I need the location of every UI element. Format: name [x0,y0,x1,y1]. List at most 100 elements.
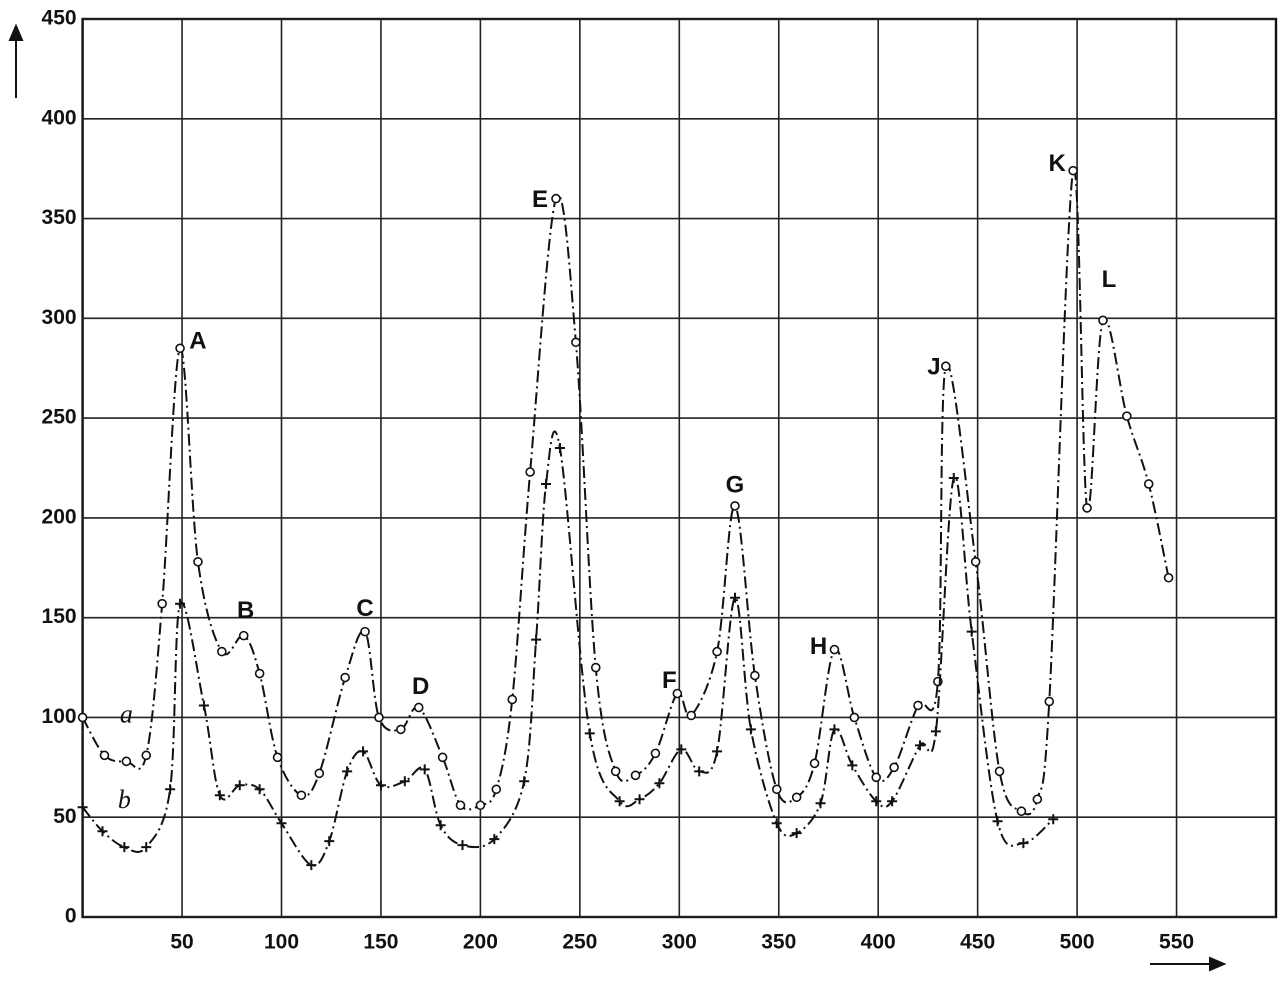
marker [396,724,406,735]
annotation: K [1049,150,1067,177]
annotation: E [532,186,548,213]
series-name: a [120,699,133,728]
annotation: F [662,667,677,694]
marker [791,828,802,839]
y-tick-label: 150 [42,605,77,628]
marker [771,784,782,795]
marker [634,794,645,805]
marker [887,796,898,807]
marker [507,694,518,705]
axis-arrows [8,23,1227,972]
y-tick-label: 300 [42,306,77,329]
marker [889,762,899,773]
y-tick-label: 450 [42,7,77,30]
marker [214,790,225,801]
y-tick-label: 400 [42,106,77,129]
x-tick-label: 50 [170,931,193,954]
marker [306,860,317,871]
marker [360,626,370,637]
marker [77,712,88,723]
marker [272,752,283,763]
y-tick-label: 0 [65,905,77,928]
marker [1122,411,1132,421]
marker [614,796,625,807]
marker [712,646,722,657]
marker [254,784,265,795]
marker [419,764,430,775]
marker [413,702,424,713]
marker [994,766,1005,777]
marker [276,818,287,829]
marker [296,790,307,801]
marker [531,634,542,645]
x-tick-label: 500 [1060,931,1095,954]
annotation: J [927,354,940,381]
marker [941,361,951,372]
marker [992,816,1003,827]
marker [849,712,860,723]
x-tick-label: 450 [960,931,995,954]
marker [165,784,176,795]
marker [686,710,697,721]
marker [217,646,227,657]
marker [815,798,826,809]
marker [314,768,325,779]
marker [970,556,981,567]
marker [630,770,641,781]
marker [1163,572,1174,583]
marker [750,670,760,681]
annotation: H [810,633,827,660]
x-tick-label: 250 [562,931,597,954]
marker [541,478,552,489]
marker [871,772,882,783]
marker [121,756,132,767]
marker [1068,165,1078,176]
marker [829,644,840,655]
x-tick-label: 150 [363,931,398,954]
marker [672,688,683,699]
marker [847,760,858,771]
annotation: B [237,597,254,624]
marker [175,343,185,354]
marker [730,501,740,511]
x-tick-label: 400 [861,931,896,954]
marker [1098,315,1108,326]
marker [198,700,209,711]
marker [1143,479,1154,489]
marker [435,820,446,831]
marker [948,472,959,483]
y-tick-label: 350 [42,206,77,229]
marker [650,748,661,759]
marker [871,796,882,807]
marker [141,842,152,853]
marker [437,752,448,763]
marker [1016,806,1027,817]
marker [374,712,384,723]
marker [791,792,802,803]
x-tick-label: 550 [1159,931,1194,954]
x-tick-label: 100 [264,931,299,954]
marker [1044,696,1055,707]
y-tick-label: 50 [53,805,76,828]
marker [966,626,977,637]
marker [489,834,500,845]
marker [551,193,561,204]
marker [491,784,502,795]
marker [694,766,705,777]
marker [358,746,369,757]
annotation: L [1102,266,1117,293]
x-tick-label: 300 [662,931,697,954]
marker [97,826,108,837]
marker [1018,838,1029,849]
marker [654,778,665,789]
marker [712,746,723,757]
marker [571,337,581,348]
x-tick-label: 350 [761,931,796,954]
marker [1048,814,1059,825]
y-tick-label: 100 [42,705,77,728]
marker [914,740,925,751]
marker [457,840,468,851]
data-line [81,430,1054,867]
marker [610,766,621,777]
marker [1032,794,1043,805]
